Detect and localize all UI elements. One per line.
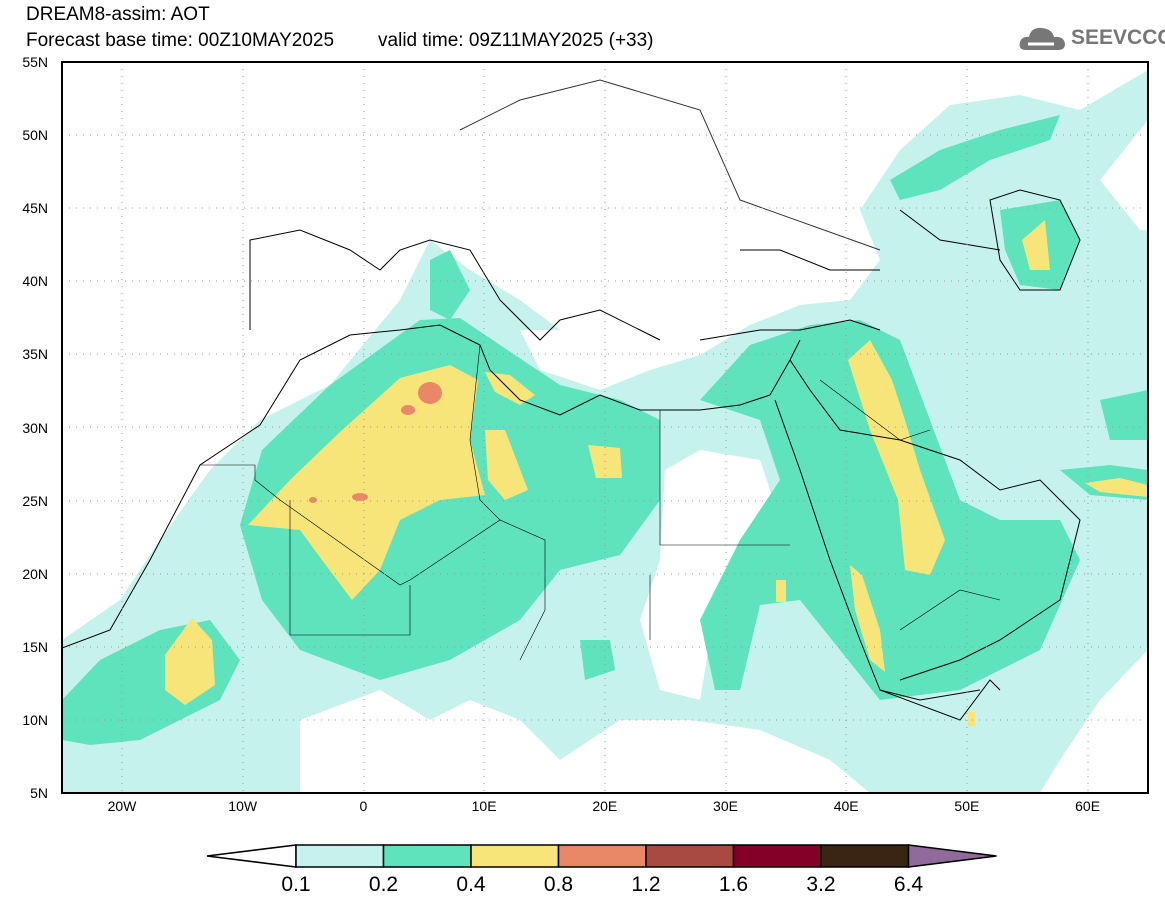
lon-label: 0 [359, 798, 368, 814]
base-time: Forecast base time: 00Z10MAY2025 [26, 30, 335, 51]
lat-label: 10N [22, 711, 48, 728]
lon-label: 10W [228, 798, 258, 814]
seevccc-logo: SEEVCCC [1018, 24, 1165, 52]
colorbar-segment [382, 844, 472, 868]
lat-label: 50N [22, 127, 48, 144]
colorbar-segment [732, 844, 822, 868]
logo-text: SEEVCCC [1071, 26, 1165, 49]
lat-label: 45N [22, 200, 48, 217]
colorbar-label: 6.4 [893, 873, 924, 896]
lat-label: 5N [30, 785, 48, 801]
colorbar-segment [645, 844, 735, 868]
colorbar-segment [295, 844, 385, 868]
lat-label: 30N [22, 419, 48, 436]
colorbar-label: 3.2 [806, 873, 836, 896]
colorbar-label: 0.8 [543, 873, 574, 896]
coastlines [62, 79, 1081, 721]
country-borders [200, 344, 1001, 661]
lat-label: 35N [22, 346, 48, 363]
colorbar-segment [470, 844, 560, 868]
aot-level-0.4 [248, 365, 485, 600]
lon-label: 50E [954, 798, 980, 814]
colorbar-label: 0.4 [456, 873, 486, 896]
colorbar-label: 1.2 [631, 873, 661, 896]
colorbar-label: 0.2 [368, 873, 399, 896]
cloud-icon [1019, 27, 1065, 50]
colorbar-label: 1.6 [718, 873, 749, 896]
gridlines [62, 62, 1148, 793]
lon-label: 30E [713, 798, 738, 814]
lon-label: 40E [833, 798, 859, 814]
lon-label: 20W [107, 798, 137, 814]
colorbar-segment [820, 844, 910, 868]
lat-label: 20N [22, 565, 48, 582]
valid-time: valid time: 09Z11MAY2025 (+33) [378, 30, 654, 51]
lon-label: 60E [1075, 798, 1101, 814]
lat-label: 25N [22, 492, 48, 509]
colorbar-segment [206, 844, 297, 868]
lon-label: 20E [592, 798, 618, 814]
time-info: Forecast base time: 00Z10MAY2025 valid ti… [26, 30, 654, 52]
chart-title: DREAM8-assim: AOT [26, 4, 210, 25]
map-frame [61, 61, 1149, 794]
colorbar-segment [907, 844, 997, 868]
colorbar [206, 844, 997, 868]
lat-label: 40N [22, 273, 48, 290]
lon-label: 10E [471, 798, 497, 814]
lat-label: 55N [22, 54, 48, 70]
colorbar-label: 0.1 [281, 873, 311, 896]
lat-label: 15N [22, 638, 48, 655]
colorbar-segment [557, 844, 647, 868]
